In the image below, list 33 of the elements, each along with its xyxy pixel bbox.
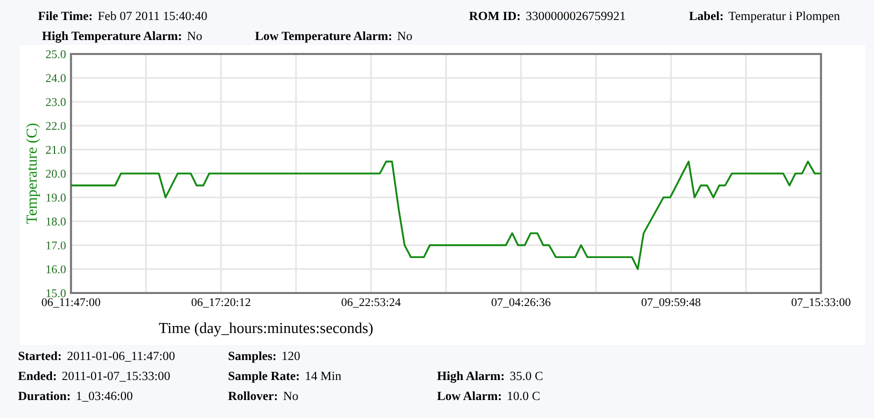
- y-tick-label: 23.0: [46, 98, 66, 106]
- text: Sample Rate: 14 Min: [228, 371, 342, 383]
- text: Started: 2011-01-06_11:47:00: [18, 351, 175, 362]
- y-tick-label: 17.0: [46, 241, 66, 250]
- x-tick-label: 06_22:53:24: [342, 298, 401, 308]
- text: Rollover: No: [228, 391, 298, 400]
- y-tick-label: 18.0: [46, 218, 66, 226]
- y-tick-label: 20.0: [46, 170, 66, 178]
- y-tick-label: 16.0: [46, 265, 66, 274]
- x-tick-label: 07_09:59:48: [642, 298, 700, 308]
- x-tick-label: 06_17:20:12: [192, 298, 250, 308]
- text: Label: Temperatur i Plompen: [689, 11, 840, 23]
- y-tick-label: 15.0: [46, 289, 66, 298]
- text: High Temperature Alarm: No: [42, 31, 202, 43]
- y-axis-title: Temperature (C): [26, 124, 40, 224]
- y-tick-label: 22.0: [46, 122, 66, 130]
- y-tick-label: 24.0: [46, 74, 66, 82]
- line-series: [71, 160, 821, 270]
- x-tick-label: 07_15:33:00: [792, 298, 850, 308]
- x-axis-title: Time (day_hours:minutes:seconds): [158, 322, 373, 336]
- text: Duration: 1_03:46:00: [18, 391, 132, 402]
- text: Ended: 2011-01-07_15:33:00: [18, 371, 170, 382]
- y-tick-label: 21.0: [46, 146, 66, 154]
- y-tick-label: 19.0: [46, 194, 66, 202]
- text: High Alarm: 35.0 C: [437, 371, 542, 383]
- x-tick-label: 06_11:47:00: [42, 298, 100, 308]
- text: Low Temperature Alarm: No: [255, 31, 412, 43]
- text: File Time: Feb 07 2011 15:40:40: [38, 11, 207, 20]
- y-tick-label: 25.0: [46, 50, 66, 58]
- text: Samples: 120: [228, 351, 300, 363]
- x-tick-label: 07_04:26:36: [492, 298, 550, 308]
- text: ROM ID: 3300000026759921: [469, 12, 625, 20]
- text: Low Alarm: 10.0 C: [437, 391, 540, 400]
